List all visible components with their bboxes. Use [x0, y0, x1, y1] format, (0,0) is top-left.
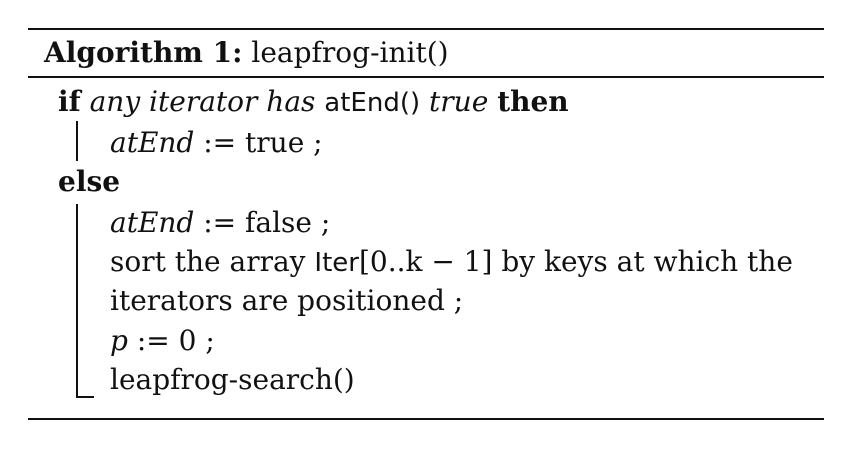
caption-rule [28, 76, 824, 78]
leapfrog-search-call: leapfrog-search() [110, 363, 355, 396]
then-assign-line: atEnd := true ; [110, 126, 323, 160]
p-variable: p [110, 324, 128, 357]
sort-line: sort the array Iter[0..k − 1] by keys at… [110, 245, 793, 279]
if-condition-value: true [429, 85, 489, 118]
algorithm-caption: Algorithm 1: leapfrog-init() [44, 36, 449, 70]
atend-call: atEnd() [324, 88, 421, 118]
p-assign-line: p := 0 ; [110, 324, 215, 358]
algorithm-box: Algorithm 1: leapfrog-init() if any iter… [28, 28, 824, 420]
else-block-foot [76, 396, 94, 398]
bottom-rule [28, 418, 824, 420]
atend-variable-else: atEnd [110, 206, 195, 239]
else-block-bar [76, 204, 78, 398]
algorithm-name: leapfrog-init() [251, 36, 449, 69]
sort-range-text: [0..k − 1] by keys at which the [358, 245, 793, 278]
else-assign-line: atEnd := false ; [110, 206, 330, 240]
sort-continuation-text: iterators are positioned ; [110, 284, 464, 317]
top-rule [28, 28, 824, 30]
algorithm-label: Algorithm 1: [44, 36, 243, 69]
atend-variable: atEnd [110, 126, 195, 159]
assign-true: := true ; [203, 126, 323, 159]
assign-false: := false ; [203, 206, 331, 239]
else-keyword: else [58, 165, 121, 198]
then-block-bar [76, 121, 78, 161]
then-keyword: then [497, 85, 569, 118]
iter-array: Iter [314, 248, 359, 278]
if-condition-text: any iterator has [89, 85, 316, 118]
search-call-line: leapfrog-search() [110, 363, 355, 397]
sort-continuation-line: iterators are positioned ; [110, 284, 463, 318]
assign-zero: := 0 ; [136, 324, 215, 357]
sort-text: sort the array [110, 245, 306, 278]
if-line: if any iterator has atEnd() true then [58, 85, 569, 119]
if-keyword: if [58, 85, 81, 118]
else-line: else [58, 165, 120, 199]
